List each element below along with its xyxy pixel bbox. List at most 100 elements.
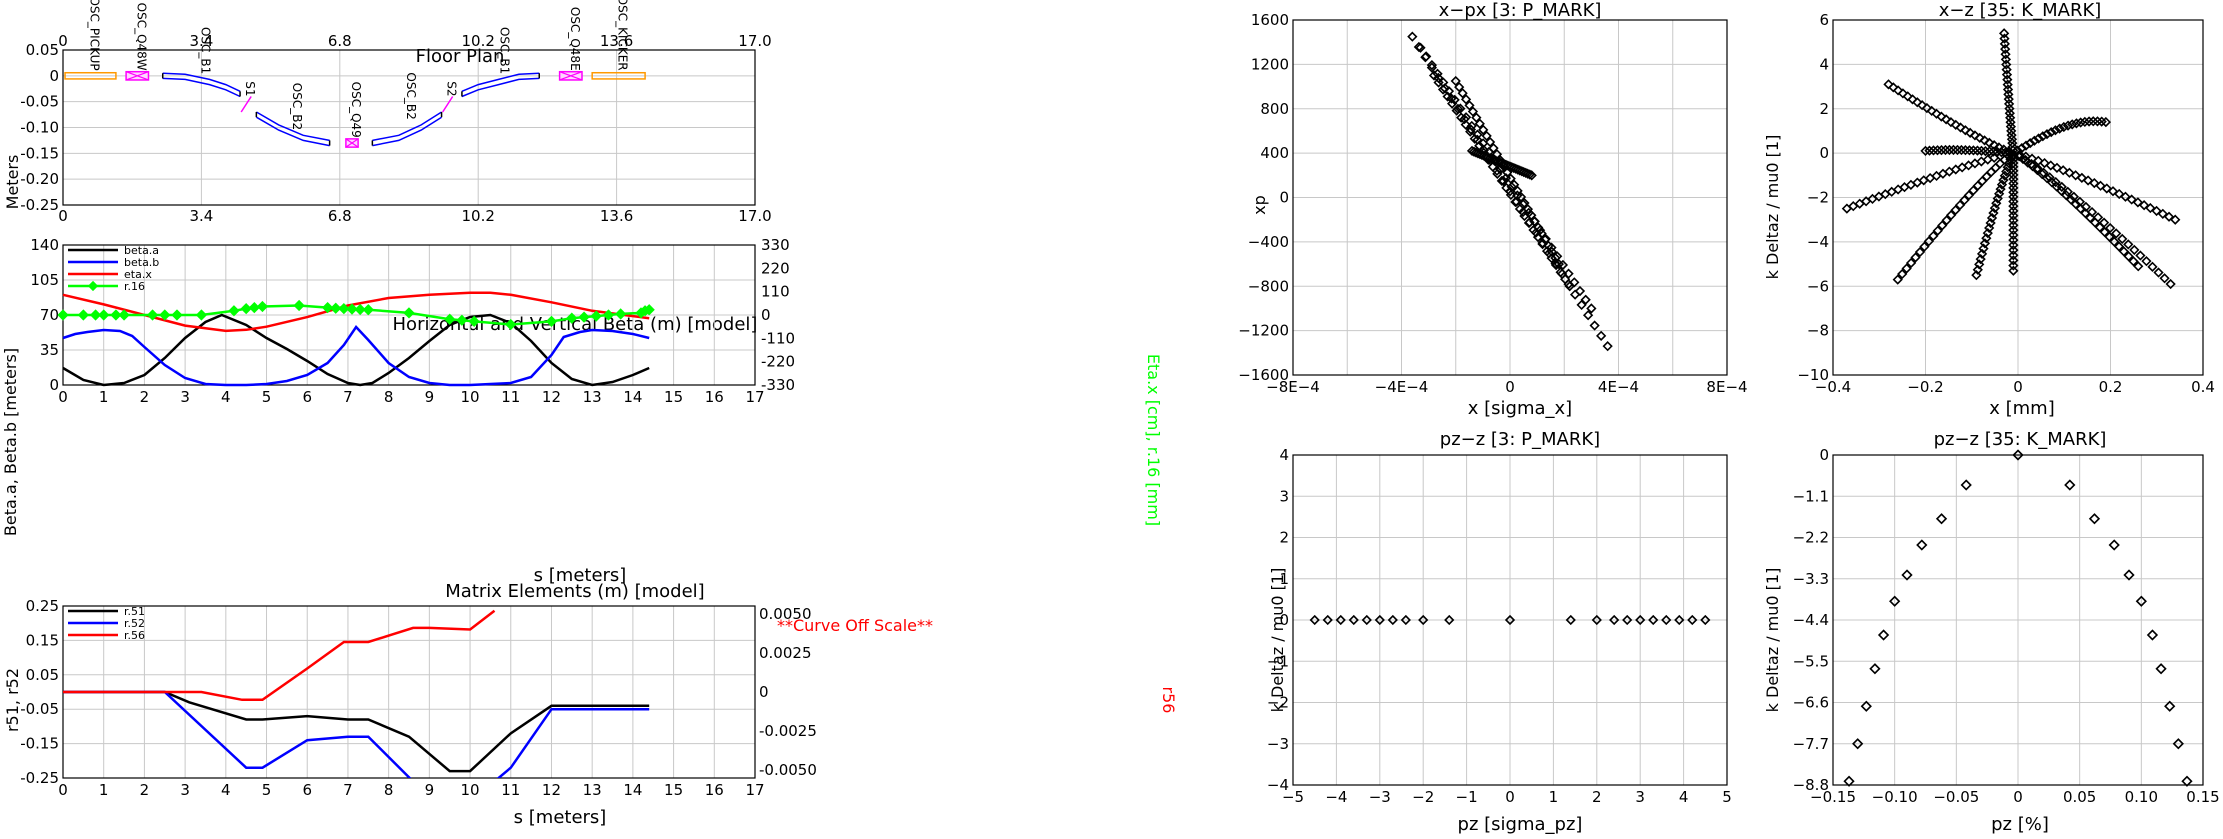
scatter-point: [1889, 595, 1901, 607]
scatter-point: [1591, 614, 1602, 626]
scatter-point: [1996, 179, 2008, 190]
scatter-point: [2075, 117, 2086, 128]
element-label: S2: [445, 81, 459, 96]
scatter-point: [1509, 179, 1520, 190]
y-tick-label: -0.20: [20, 170, 59, 188]
scatter-point: [2008, 220, 2019, 231]
y-tick-label: 3: [1279, 487, 1289, 505]
y-tick-label: −3: [1267, 735, 1289, 753]
element-label: OSC_B2: [290, 83, 304, 130]
scatter-point: [2080, 201, 2092, 213]
series-point: [171, 309, 183, 321]
drift-element: [64, 71, 117, 80]
scatter-point: [2064, 167, 2075, 178]
scatter-point: [1901, 263, 1912, 274]
x-tick-label: 10: [461, 388, 480, 406]
x-tick-label: 5: [262, 781, 272, 799]
scatter-point: [1988, 207, 1999, 219]
x-tick-label: 4: [221, 388, 231, 406]
y-tick-label: 1: [1279, 570, 1289, 588]
y-tick-label: 0.05: [26, 41, 59, 59]
y-tick-label: −4: [1807, 233, 1829, 251]
scatter-point: [1648, 614, 1659, 626]
scatter-point: [1481, 130, 1492, 142]
scatter-point: [1880, 189, 1891, 200]
scatter-point: [2170, 214, 2181, 225]
y-tick-label: −2.2: [1793, 529, 1829, 547]
scatter-point: [1504, 614, 1516, 626]
scatter-point: [1986, 212, 1998, 224]
scatter-point: [2037, 131, 2048, 142]
scatter-point: [2008, 239, 2019, 251]
matrix-title: Matrix Elements (m) [model]: [445, 581, 704, 602]
scatter-point: [1981, 233, 1992, 244]
drift-element: [591, 71, 646, 80]
x-tick-label: 0.10: [2125, 788, 2158, 806]
scatter-point: [1998, 174, 2009, 186]
scatter-point: [1945, 210, 1957, 221]
scatter-point: [2005, 121, 2017, 132]
x-tick-label: −5: [1282, 788, 1304, 806]
y-tick-label: −2: [1267, 694, 1289, 712]
legend-label: beta.b: [124, 256, 159, 269]
quadrupole-cross: [125, 71, 149, 81]
series-point: [77, 309, 89, 321]
series-beta-a: [62, 313, 650, 387]
scatter-point: [2118, 246, 2129, 257]
y-tick-label: 2: [1819, 100, 1829, 118]
scatter-point: [2008, 210, 2019, 221]
x-tick-label: 0.15: [2186, 788, 2219, 806]
quadrupole-cross: [345, 138, 359, 148]
y-tick-label: 70: [40, 306, 59, 324]
x-z-panel: x−z [35: K_MARK] x [mm] k Deltaz / mu0 […: [1763, 0, 2215, 419]
dipole-magnet: [256, 111, 330, 142]
scatter-point: [2020, 140, 2032, 151]
scatter-point: [1496, 175, 1507, 186]
scatter-point: [2002, 74, 2013, 85]
y-tick-label: 2: [1279, 529, 1289, 547]
scatter-point: [2163, 211, 2175, 222]
scatter-point: [2068, 191, 2079, 202]
dipole-magnet: [372, 111, 443, 142]
scatter-point: [1674, 614, 1685, 626]
x-tick-label: 1: [99, 781, 109, 799]
element-label: S1: [243, 81, 257, 96]
y-tick-label: −1: [1267, 652, 1289, 670]
scatter-point: [1968, 185, 1979, 196]
pz-z-3-xlabel: pz [sigma_pz]: [1458, 814, 1583, 835]
y-tick-label: −5.5: [1793, 652, 1829, 670]
scatter-point: [2105, 222, 2116, 234]
x-px-ylabel: xp: [1250, 195, 1269, 215]
scatter-point: [2076, 172, 2087, 184]
scatter-point: [2065, 194, 2077, 205]
plot-frame: [62, 49, 756, 206]
y-tick-label: -0.15: [20, 735, 59, 753]
x-px-panel: x−px [3: P_MARK] x [sigma_x] xp −8E−4 −4E…: [1238, 0, 1747, 419]
scatter-point: [2038, 167, 2049, 178]
series-point: [362, 304, 374, 316]
scatter-point: [1444, 614, 1455, 626]
scatter-point: [1950, 164, 1961, 175]
scatter-point: [1543, 240, 1554, 251]
y-tick-label: −4: [1267, 776, 1289, 794]
x-tick-label: −0.05: [1933, 788, 1979, 806]
x-tick-label: −0.10: [1872, 788, 1918, 806]
scatter-point: [1918, 175, 1929, 186]
y-tick-label: −4.4: [1793, 611, 1829, 629]
scatter-point: [1976, 248, 1988, 259]
scatter-point: [1415, 42, 1426, 53]
x-tick-label: 15: [664, 781, 683, 799]
scatter-point: [2008, 200, 2019, 212]
y-tick-label: 6: [1819, 11, 1829, 29]
x-tick-label: 0: [1505, 378, 1515, 396]
y-tick-label: 4: [1279, 446, 1289, 464]
x-tick-label: −0.15: [1810, 788, 1856, 806]
scatter-point: [2101, 183, 2112, 194]
scatter-point: [1515, 191, 1527, 203]
scatter-point: [1916, 539, 1928, 551]
series-point: [195, 309, 208, 321]
scatter-point: [2008, 245, 2019, 256]
legend-label: r.16: [124, 280, 145, 293]
x-tick-label: 12: [542, 781, 561, 799]
x-tick-label: 4E−4: [1598, 378, 1639, 396]
